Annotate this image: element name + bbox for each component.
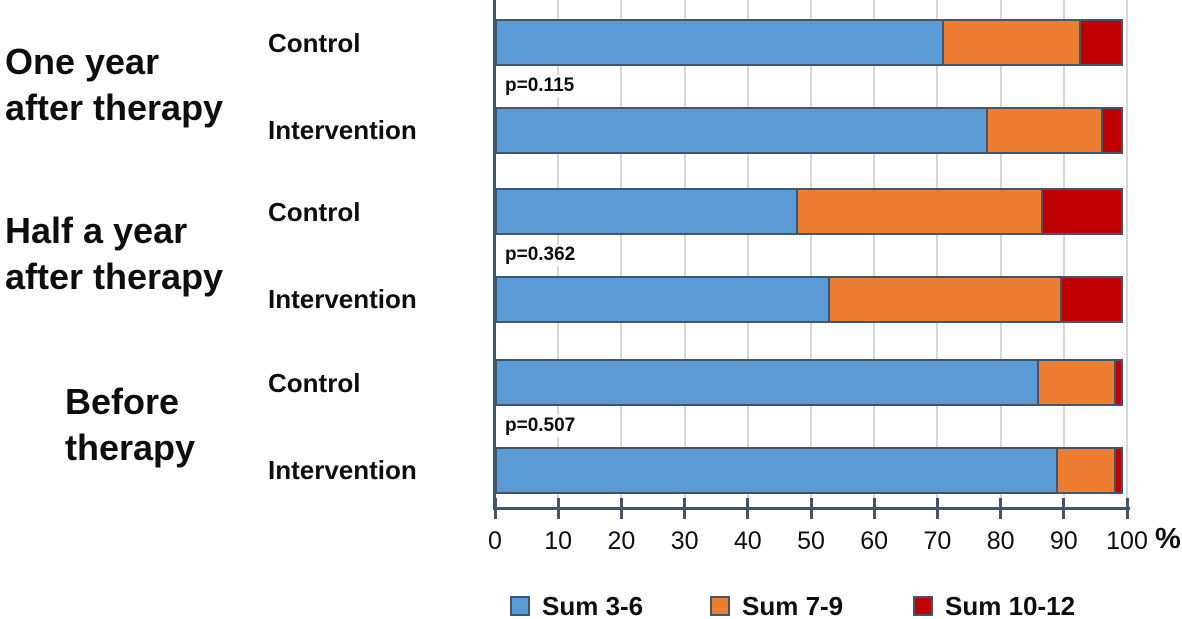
bar-segment-sum-3-6 xyxy=(495,19,944,66)
bar-before-therapy-intervention xyxy=(495,446,1123,494)
row-label-control: Control xyxy=(268,28,361,58)
x-axis-tick-label-80: 80 xyxy=(986,527,1015,555)
x-axis-tick-label-40: 40 xyxy=(733,527,762,555)
bar-one-year-after-therapy-control xyxy=(495,19,1123,66)
x-axis-tick-100 xyxy=(1125,498,1129,519)
x-axis-tick-label-0: 0 xyxy=(488,527,502,555)
gridline-20 xyxy=(620,0,623,508)
x-axis-tick-70 xyxy=(935,498,939,519)
y-axis-line xyxy=(493,0,496,510)
legend-label-sum-7-9: Sum 7-9 xyxy=(742,591,844,619)
bar-segment-sum-7-9 xyxy=(941,19,1081,66)
gridline-100 xyxy=(1126,0,1128,508)
x-axis-tick-label-10: 10 xyxy=(544,527,573,555)
legend-label-sum-10-12: Sum 10-12 xyxy=(945,591,1076,619)
group-label-before-therapy: Before therapy xyxy=(65,379,195,471)
legend-label-sum-3-6: Sum 3-6 xyxy=(542,591,644,619)
bar-segment-sum-10-12 xyxy=(1100,106,1123,154)
group-label-line: Half a year xyxy=(5,210,188,251)
x-axis-tick-label-30: 30 xyxy=(670,527,699,555)
x-axis-tick-label-60: 60 xyxy=(860,527,889,555)
bar-before-therapy-control xyxy=(495,359,1123,406)
x-axis-tick-label-20: 20 xyxy=(607,527,636,555)
bar-segment-sum-7-9 xyxy=(828,275,1062,323)
gridline-30 xyxy=(683,0,686,508)
bar-segment-sum-3-6 xyxy=(495,275,830,323)
legend-swatch-sum-7-9 xyxy=(710,596,730,616)
x-axis-tick-label-100: 100 xyxy=(1106,527,1148,555)
group-label-line: therapy xyxy=(65,427,196,468)
group-label-one-year-after-therapy: One year after therapy xyxy=(5,39,223,131)
bar-segment-sum-3-6 xyxy=(495,446,1058,494)
x-axis-tick-label-90: 90 xyxy=(1049,527,1078,555)
bar-segment-sum-3-6 xyxy=(495,359,1039,406)
x-axis-tick-30 xyxy=(683,498,687,519)
x-axis-tick-20 xyxy=(619,498,623,519)
x-axis-tick-label-70: 70 xyxy=(923,527,952,555)
x-axis-tick-label-50: 50 xyxy=(797,527,825,555)
p-value-label: p=0.115 xyxy=(503,75,579,97)
group-label-half-a-year-after-therapy: Half a year after therapy xyxy=(5,208,223,300)
bar-segment-sum-10-12 xyxy=(1078,19,1123,66)
legend-swatch-sum-3-6 xyxy=(510,596,530,616)
bar-segment-sum-3-6 xyxy=(495,106,988,154)
group-label-line: after therapy xyxy=(5,256,224,297)
bar-half-a-year-after-therapy-intervention xyxy=(495,275,1123,323)
bar-segment-sum-3-6 xyxy=(495,188,799,235)
x-axis-tick-50 xyxy=(809,498,813,519)
bar-segment-sum-7-9 xyxy=(986,106,1103,154)
group-label-line: Before xyxy=(65,381,180,422)
gridline-50 xyxy=(810,0,812,508)
bar-segment-sum-7-9 xyxy=(1036,359,1116,406)
gridline-90 xyxy=(1062,0,1065,508)
gridline-40 xyxy=(746,0,749,508)
p-value-label: p=0.362 xyxy=(503,244,580,266)
bar-segment-sum-10-12 xyxy=(1040,188,1124,235)
bar-half-a-year-after-therapy-control xyxy=(495,188,1124,235)
x-axis-tick-90 xyxy=(1062,498,1066,519)
x-axis-tick-60 xyxy=(872,498,876,519)
gridline-60 xyxy=(873,0,876,508)
row-label-control: Control xyxy=(268,368,361,398)
gridline-70 xyxy=(936,0,939,508)
row-label-intervention: Intervention xyxy=(268,455,417,485)
bar-segment-sum-10-12 xyxy=(1113,359,1123,406)
bar-one-year-after-therapy-intervention xyxy=(495,106,1123,154)
row-label-control: Control xyxy=(268,197,361,227)
bar-segment-sum-10-12 xyxy=(1059,275,1123,323)
row-label-intervention: Intervention xyxy=(268,284,417,314)
row-label-intervention: Intervention xyxy=(268,115,417,145)
gridline-80 xyxy=(999,0,1002,508)
bar-segment-sum-10-12 xyxy=(1113,446,1123,494)
x-axis-tick-80 xyxy=(999,498,1003,519)
x-axis-tick-40 xyxy=(746,498,750,519)
x-axis-tick-0 xyxy=(493,498,497,519)
x-axis-tick-10 xyxy=(556,498,560,519)
group-label-line: after therapy xyxy=(5,87,224,128)
bar-segment-sum-7-9 xyxy=(796,188,1043,235)
p-value-label: p=0.507 xyxy=(503,415,580,437)
group-label-line: One year xyxy=(5,41,160,82)
x-axis-unit-label: % xyxy=(1155,523,1181,555)
bar-segment-sum-7-9 xyxy=(1055,446,1116,494)
legend-swatch-sum-10-12 xyxy=(913,596,933,616)
